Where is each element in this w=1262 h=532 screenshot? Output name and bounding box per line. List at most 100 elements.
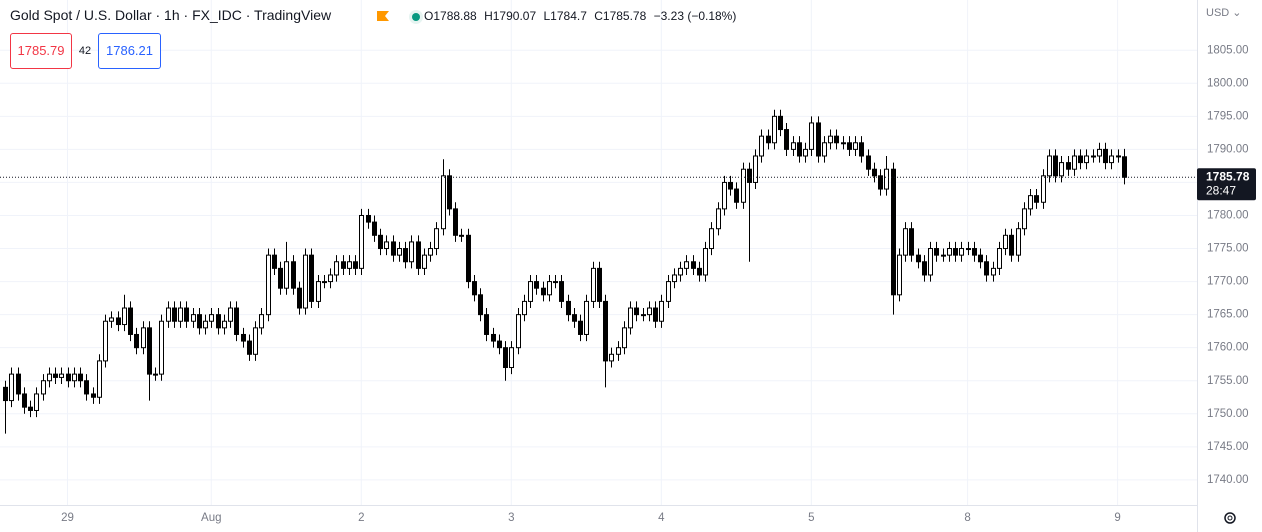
candle-body — [622, 327, 627, 349]
candle-body — [378, 234, 383, 250]
candle-body — [959, 248, 964, 256]
spread: 42 — [78, 45, 92, 57]
candle-body — [372, 221, 377, 236]
candle-body — [403, 248, 408, 263]
candle-body — [797, 142, 802, 157]
chart-title: Gold Spot / U.S. Dollar · 1h · FX_IDC · … — [10, 7, 332, 23]
candle-body — [1109, 155, 1114, 164]
y-tick-label: 1745.00 — [1207, 441, 1249, 453]
legend-label: O — [424, 9, 434, 23]
settings-icon[interactable] — [1222, 510, 1238, 526]
candle-body — [1059, 162, 1064, 177]
candle-body — [1041, 175, 1046, 203]
y-tick-label: 1770.00 — [1207, 276, 1249, 288]
candle-body — [141, 327, 146, 349]
candle-body — [641, 314, 646, 317]
candle-body — [184, 307, 189, 322]
legend-label: L — [543, 9, 551, 23]
x-tick-label: 5 — [808, 512, 814, 524]
candle-body — [291, 261, 296, 289]
candle-body — [534, 281, 539, 289]
candle-body — [72, 373, 77, 382]
candle-body — [916, 254, 921, 263]
candle-body — [672, 274, 677, 283]
candle-body — [84, 380, 89, 395]
candle-body — [341, 261, 346, 269]
candle-body — [753, 155, 758, 183]
candle-body — [666, 281, 671, 302]
legend-value: 1788.88 — [433, 9, 477, 23]
y-tick-label: 1800.00 — [1207, 77, 1249, 89]
candle-body — [428, 248, 433, 256]
x-tick-label: 4 — [658, 512, 665, 524]
candle-body — [459, 234, 464, 237]
candle-body — [1066, 162, 1071, 170]
candle-body — [109, 317, 114, 322]
candle-body — [447, 175, 452, 210]
candle-body — [47, 373, 52, 382]
candle-body — [434, 228, 439, 250]
last-price-label: 1785.78 — [1206, 169, 1250, 183]
candle-body — [209, 314, 214, 322]
legend-value: 1785.78 — [602, 9, 647, 23]
change: −3.23 (−0.18%) — [653, 9, 737, 23]
candle-body — [778, 115, 783, 131]
candle-body — [528, 281, 533, 302]
candle-body — [1103, 148, 1108, 164]
candle-body — [1028, 195, 1033, 210]
candle-body — [66, 373, 71, 382]
candle-body — [872, 168, 877, 177]
candle-body — [391, 241, 396, 256]
candle-body — [353, 261, 358, 269]
candle-body — [3, 386, 8, 402]
candle-body — [316, 281, 321, 302]
candle-body — [578, 320, 583, 335]
sell-button[interactable]: 1785.79 — [10, 33, 72, 69]
candle-body — [709, 228, 714, 250]
candle-body — [609, 353, 614, 362]
candle-body — [441, 175, 446, 230]
candle-body — [634, 307, 639, 316]
candle-body — [647, 307, 652, 316]
candle-body — [734, 188, 739, 203]
candle-body — [241, 333, 246, 342]
legend-label: C — [594, 9, 603, 23]
candle-body — [572, 314, 577, 322]
ohlc-legend: O1788.88 H1790.07 L1784.7 C1785.78 −3.23… — [424, 9, 736, 23]
candle-body — [934, 248, 939, 256]
candle-body — [266, 254, 271, 316]
market-status[interactable] — [408, 9, 424, 25]
candle-body — [34, 393, 39, 411]
candle-body — [103, 320, 108, 362]
candle-body — [772, 115, 777, 144]
buy-button[interactable]: 1786.21 — [98, 33, 161, 69]
y-tick-label: 1740.00 — [1207, 474, 1249, 486]
candle-body — [484, 314, 489, 335]
candle-body — [259, 314, 264, 329]
candle-body — [1084, 155, 1089, 164]
candle-body — [741, 168, 746, 203]
candle-body — [1003, 234, 1008, 250]
candle-body — [116, 317, 121, 326]
candle-body — [234, 307, 239, 335]
candle-body — [22, 393, 27, 408]
candle-body — [522, 300, 527, 316]
candle-body — [297, 287, 302, 309]
candle-body — [1047, 155, 1052, 177]
candle-body — [147, 327, 152, 375]
candle-body — [972, 248, 977, 256]
currency-menu[interactable]: USD ⌄ — [1206, 7, 1242, 19]
candle-body — [347, 261, 352, 269]
candle-body — [803, 148, 808, 157]
candle-body — [153, 373, 158, 376]
candle-body — [128, 307, 133, 335]
candle-body — [816, 122, 821, 157]
candle-body — [159, 320, 164, 375]
candle-body — [16, 373, 21, 395]
flag-icon[interactable] — [376, 10, 390, 24]
candle-body — [597, 267, 602, 302]
candle-body — [784, 129, 789, 150]
candle-body — [247, 340, 252, 355]
candle-body — [172, 307, 177, 322]
candle-body — [891, 168, 896, 296]
